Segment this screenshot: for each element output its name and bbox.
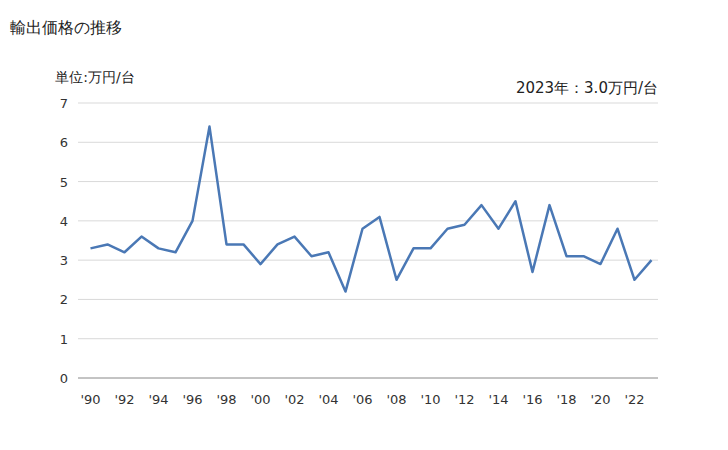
y-tick-label: 2 — [60, 292, 68, 307]
x-tick-label: '14 — [488, 392, 508, 407]
y-tick-label: 5 — [60, 175, 68, 190]
grid-line — [78, 142, 658, 143]
chart: 輸出価格の推移単位:万円/台 2023年：3.0万円/台 0 1 2 3 4 5 6 7 '90 '9… — [0, 0, 728, 450]
y-tick-label: 1 — [60, 332, 68, 347]
grid-line — [78, 181, 658, 182]
grid-line — [78, 220, 658, 221]
x-tick-label: '06 — [352, 392, 372, 407]
x-tick-label: '92 — [114, 392, 134, 407]
annotation: 2023年：3.0万円/台 — [516, 79, 658, 97]
x-tick-label: '90 — [80, 392, 100, 407]
grid-line — [78, 299, 658, 300]
y-label: 単位:万円/台 — [55, 69, 134, 85]
x-tick-label: '20 — [590, 392, 610, 407]
title: 輸出価格の推移 — [10, 18, 122, 37]
x-tick-label: '98 — [216, 392, 236, 407]
x-tick-label: '96 — [182, 392, 202, 407]
x-tick-label: '16 — [522, 392, 542, 407]
grid-line — [78, 103, 658, 104]
y-tick-label: 0 — [60, 371, 68, 386]
y-tick-label: 7 — [60, 96, 68, 111]
x-tick-label: '22 — [624, 392, 644, 407]
x-tick-label: '04 — [318, 392, 338, 407]
x-tick-label: '00 — [250, 392, 270, 407]
y-tick-label: 4 — [60, 214, 68, 229]
grid-line — [78, 260, 658, 261]
x-tick-label: '94 — [148, 392, 168, 407]
x-axis — [78, 378, 658, 379]
x-tick-label: '12 — [454, 392, 474, 407]
x-tick-label: '10 — [420, 392, 440, 407]
x-tick-label: '18 — [556, 392, 576, 407]
y-tick-label: 6 — [60, 135, 68, 150]
x-tick-label: '02 — [284, 392, 304, 407]
x-tick-label: '08 — [386, 392, 406, 407]
y-tick-label: 3 — [60, 253, 68, 268]
plot — [91, 127, 652, 292]
grid-line — [78, 338, 658, 339]
line — [91, 127, 652, 292]
